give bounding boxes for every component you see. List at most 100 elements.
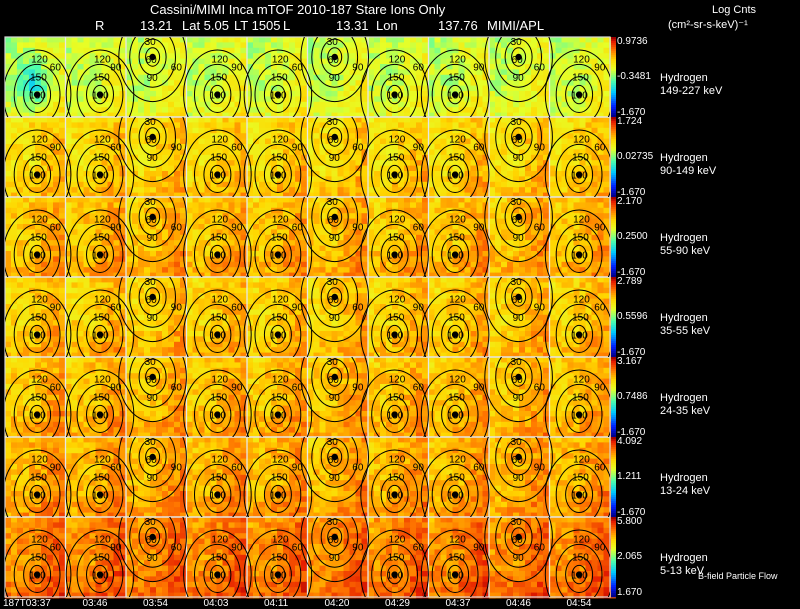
contour-line <box>243 449 313 517</box>
field-direction-marker <box>33 571 41 578</box>
contour-line <box>420 529 490 597</box>
contour-label: 90 <box>110 223 122 234</box>
contour-line <box>5 49 72 117</box>
contour-line <box>76 143 124 197</box>
contour-line <box>431 143 479 197</box>
contour-line <box>380 236 409 274</box>
panel-species-label: Hydrogen <box>660 391 708 404</box>
contour-label: 60 <box>512 375 524 386</box>
contour-line <box>145 127 161 147</box>
contour-label: 150 <box>572 393 589 404</box>
contour-label: 120 <box>211 55 228 66</box>
colorbar-tick-mid: 0.7486 <box>617 391 648 402</box>
contour-label: 150 <box>210 73 227 84</box>
contour-line <box>300 37 369 103</box>
contour-line <box>504 118 533 156</box>
contour-label: 90 <box>231 543 243 554</box>
time-tick-label: 03:46 <box>82 598 108 609</box>
contour-label: 180 <box>387 411 404 422</box>
contour-label: 180 <box>270 331 287 342</box>
contour-line <box>118 37 187 103</box>
contour-label: 90 <box>534 463 546 474</box>
contour-label: 90 <box>594 223 606 234</box>
contour-label: 150 <box>210 553 227 564</box>
contour-label: 60 <box>110 143 122 154</box>
contour-line <box>254 63 302 117</box>
contour-line <box>380 76 409 113</box>
contour-line <box>431 383 479 437</box>
contour-label: 30 <box>511 117 523 128</box>
contour-line <box>138 278 167 316</box>
contour-line <box>254 383 302 437</box>
contour-line <box>447 404 463 425</box>
contour-label: 90 <box>534 143 546 154</box>
contour-label: 60 <box>50 543 62 554</box>
contour-line <box>129 517 176 568</box>
info-lon-label: Lon <box>376 18 398 33</box>
field-direction-marker <box>214 331 221 338</box>
colorbar-tick-min: -1.670 <box>617 187 646 198</box>
contour-line <box>484 517 553 583</box>
field-direction-marker <box>274 251 282 258</box>
contour-line <box>145 367 161 387</box>
contour-line <box>13 463 61 517</box>
contour-line <box>511 527 527 547</box>
contour-line <box>300 357 369 423</box>
contour-label: 150 <box>572 153 589 164</box>
contour-label: 150 <box>448 73 465 84</box>
field-direction-marker <box>575 411 583 418</box>
info-lon-value: 137.76 <box>438 18 478 33</box>
contour-line <box>441 76 470 113</box>
contour-line <box>13 223 61 277</box>
contour-line <box>23 316 52 354</box>
contour-label: 150 <box>93 73 110 84</box>
contour-label: 60 <box>146 295 158 306</box>
contour-line <box>431 543 479 597</box>
panel-species-label: Hydrogen <box>660 311 708 324</box>
contour-label: 150 <box>271 73 288 84</box>
contour-label: 90 <box>329 233 341 244</box>
contour-label: 90 <box>594 543 606 554</box>
contour-label: 60 <box>413 223 425 234</box>
contour-label: 90 <box>413 143 425 154</box>
contour-line <box>118 277 187 343</box>
contour-label: 30 <box>145 117 157 128</box>
contour-line <box>327 447 343 467</box>
contour-line <box>145 527 161 547</box>
contour-line <box>327 287 343 307</box>
contour-label: 120 <box>573 295 590 306</box>
contour-label: 120 <box>449 455 466 466</box>
contour-label: 120 <box>449 135 466 146</box>
contour-line <box>209 484 225 505</box>
contour-line <box>145 47 161 67</box>
field-direction-marker <box>575 571 583 578</box>
info-l-value: 13.31 <box>336 18 369 33</box>
contour-label: 60 <box>146 55 158 66</box>
contour-row: 1801501209018015012060306090901801501206… <box>5 117 610 197</box>
contour-line <box>243 529 313 597</box>
contour-line <box>555 63 603 117</box>
contour-label: 60 <box>413 63 425 74</box>
contour-label: 120 <box>573 215 590 226</box>
contour-label: 120 <box>31 215 48 226</box>
contours: 1801501206018015012090306090601801501209… <box>5 37 610 597</box>
contour-label: 90 <box>147 153 159 164</box>
contour-label: 150 <box>572 233 589 244</box>
contour-line <box>243 129 313 197</box>
panel-energy-label: 149-227 keV <box>660 84 723 97</box>
contour-line <box>484 197 553 263</box>
contour-label: 90 <box>352 63 364 74</box>
contour-label: 90 <box>513 73 525 84</box>
contour-label: 150 <box>572 473 589 484</box>
contour-row: 1801501206018015012090306090601801501209… <box>5 197 610 277</box>
contour-line <box>360 369 429 437</box>
contour-line <box>5 449 72 517</box>
contour-label: 150 <box>93 553 110 564</box>
colorbar-tick-max: 1.724 <box>617 116 643 127</box>
contour-line <box>183 529 252 597</box>
contour-label: 150 <box>271 393 288 404</box>
contour-label: 60 <box>171 63 183 74</box>
contour-line <box>254 303 302 357</box>
contour-line <box>263 236 292 274</box>
contour-line <box>194 543 241 597</box>
